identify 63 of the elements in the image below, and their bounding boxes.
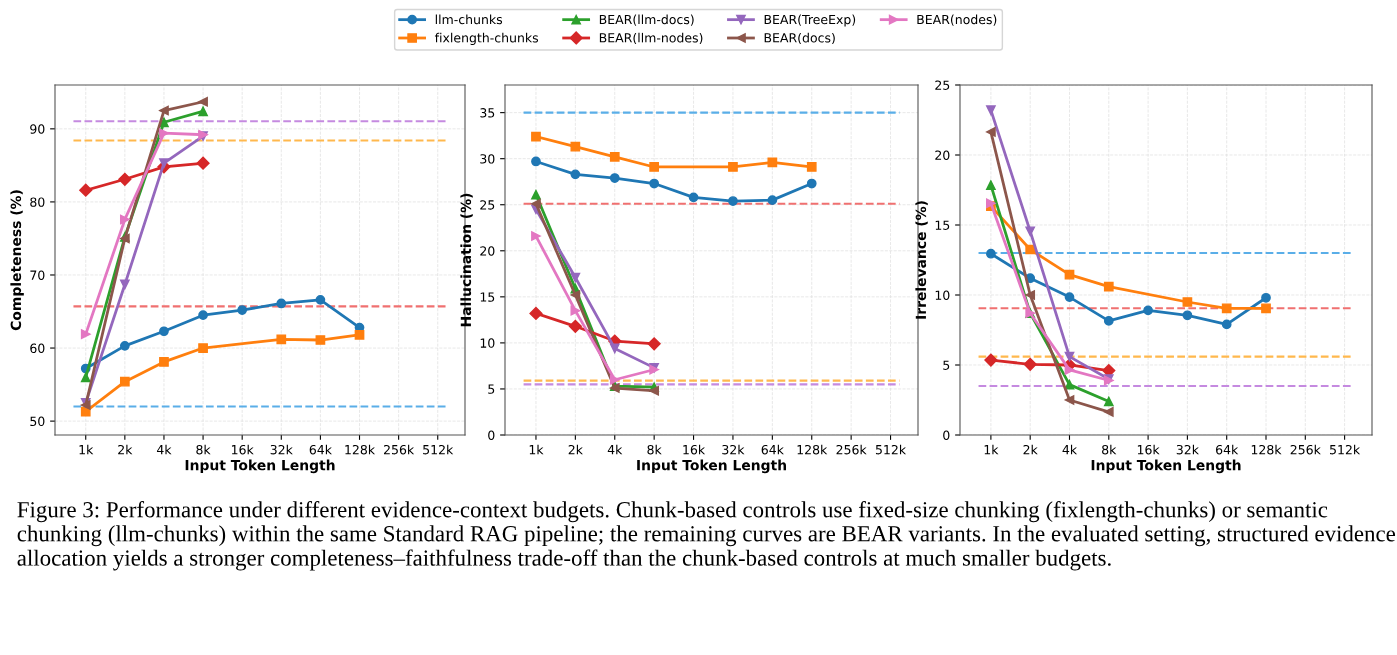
x-tick-label: 32k	[722, 444, 745, 455]
x-tick-label: 256k	[836, 444, 867, 455]
x-tick-label: 128k	[797, 444, 828, 455]
x-tick-label: 8k	[647, 444, 662, 455]
y-tick-label: 70	[30, 270, 45, 280]
x-tick-label: 256k	[384, 444, 415, 455]
x-axis-title: Input Token Length	[1091, 459, 1241, 474]
y-tick-label: 25	[935, 80, 950, 90]
x-tick-label: 512k	[875, 444, 907, 455]
y-tick-label: 15	[480, 292, 495, 302]
y-tick-label: 20	[480, 246, 495, 256]
x-tick-label: 32k	[270, 444, 293, 455]
y-tick-label: 15	[935, 220, 950, 230]
y-tick-label: 0	[943, 430, 950, 440]
x-tick-label: 1k	[79, 444, 94, 455]
y-tick-label: 10	[935, 290, 950, 300]
x-tick-label: 32k	[1176, 444, 1199, 455]
x-tick-label: 512k	[423, 444, 454, 455]
y-tick-label: 60	[30, 343, 45, 353]
x-tick-label: 8k	[196, 444, 211, 455]
y-tick-label: 5	[488, 384, 495, 394]
y-tick-label: 35	[480, 108, 495, 118]
x-axis-title: Input Token Length	[637, 459, 786, 474]
x-tick-label: 64k	[309, 444, 332, 455]
x-tick-label: 2k	[568, 444, 583, 455]
y-tick-label: 80	[30, 197, 45, 207]
y-tick-label: 25	[480, 200, 495, 210]
y-tick-label: 5	[943, 360, 950, 370]
x-tick-label: 2k	[1023, 444, 1038, 455]
legend-label: BEAR(TreeExp)	[764, 14, 856, 27]
x-axis-title: Input Token Length	[185, 459, 335, 474]
caption: Figure 3: Performance under different evidence-context budgets. Chunk-based controls use fixed-size chunking (fixlength-chunks) or semantic chunking (llm-chunks) within the same Standard RAG pipeline; the remaining curves are BEAR variants. In the evaluated setting, structured evidence allocation yields a stronger completeness–faithfulness trade-off than the chunk-based controls at much smaller budgets.	[17, 501, 1396, 571]
legend-label: BEAR(nodes)	[917, 14, 997, 26]
x-tick-label: 1k	[984, 444, 999, 455]
x-tick-label: 16k	[1137, 444, 1160, 455]
y-axis-title: Hallucination (%)	[460, 193, 473, 327]
x-tick-label: 4k	[1062, 444, 1078, 455]
x-tick-label: 16k	[683, 444, 706, 455]
legend-label: BEAR(llm-nodes)	[599, 32, 703, 45]
legend-label: BEAR(docs)	[764, 32, 835, 45]
x-tick-label: 16k	[231, 444, 254, 455]
legend-label: llm-chunks	[435, 14, 503, 25]
y-tick-label: 10	[480, 338, 495, 348]
y-tick-label: 0	[488, 430, 495, 440]
legend-label: fixlength-chunks	[434, 32, 539, 45]
x-tick-label: 2k	[118, 444, 133, 455]
x-tick-label: 256k	[1290, 444, 1321, 455]
x-tick-label: 128k	[345, 444, 376, 455]
x-tick-label: 4k	[607, 444, 623, 455]
x-tick-label: 4k	[156, 444, 172, 455]
y-tick-label: 20	[935, 150, 950, 160]
x-tick-label: 64k	[1216, 444, 1239, 455]
legend-label: BEAR(llm-docs)	[599, 14, 694, 26]
y-tick-label: 30	[480, 154, 495, 164]
x-tick-label: 64k	[761, 444, 784, 455]
x-tick-label: 8k	[1102, 444, 1117, 455]
x-tick-label: 128k	[1251, 444, 1282, 455]
x-tick-label: 1k	[529, 444, 544, 455]
x-tick-label: 512k	[1330, 444, 1361, 455]
y-tick-label: 90	[30, 124, 45, 134]
y-axis-title: Completeness (%)	[10, 190, 24, 331]
y-axis-title: Irrelevance (%)	[915, 201, 928, 319]
y-tick-label: 50	[30, 416, 45, 427]
